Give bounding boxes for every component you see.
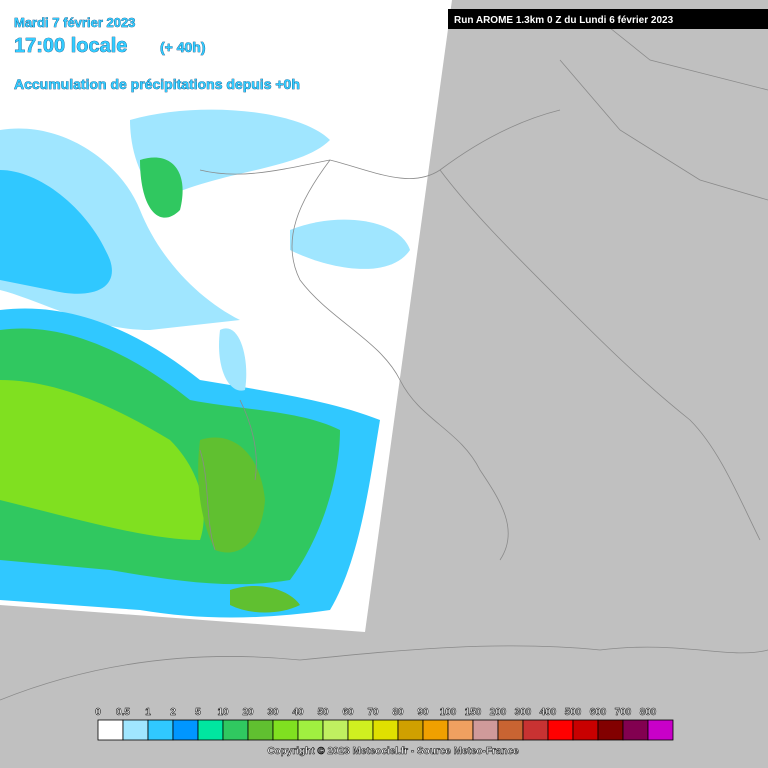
legend-label: 60	[342, 707, 354, 718]
legend: 0 0.5 1 2 5 10 20 30 40 50 60 70 80 90 100 150 200 300 400…	[95, 707, 674, 741]
legend-swatch	[422, 719, 449, 741]
legend-label: 0	[95, 707, 101, 718]
legend-swatch	[572, 719, 599, 741]
legend-label: 2	[170, 707, 176, 718]
run-info: Run AROME 1.3km 0 Z du Lundi 6 février 2…	[454, 15, 674, 26]
legend-label: 1	[145, 707, 151, 718]
legend-label: 200	[490, 707, 507, 718]
legend-swatch	[597, 719, 624, 741]
legend-swatch	[447, 719, 474, 741]
legend-swatch	[97, 719, 124, 741]
legend-swatch	[347, 719, 374, 741]
run-info-bar	[448, 9, 768, 29]
legend-label: 10	[217, 707, 229, 718]
legend-label: 400	[540, 707, 557, 718]
legend-swatch	[372, 719, 399, 741]
legend-swatch	[172, 719, 199, 741]
subtitle: Accumulation de précipitations depuis +0…	[14, 76, 300, 92]
legend-swatch	[622, 719, 649, 741]
local-time: 17:00 locale	[14, 35, 127, 57]
forecast-offset: (+ 40h)	[160, 39, 206, 55]
legend-swatch	[247, 719, 274, 741]
legend-label: 700	[615, 707, 632, 718]
legend-label: 0.5	[116, 707, 130, 718]
legend-label: 80	[392, 707, 404, 718]
legend-swatch	[322, 719, 349, 741]
legend-swatch	[497, 719, 524, 741]
legend-label: 90	[417, 707, 429, 718]
legend-label: 300	[515, 707, 532, 718]
legend-swatch	[122, 719, 149, 741]
legend-label: 150	[465, 707, 482, 718]
legend-swatch	[472, 719, 499, 741]
legend-swatch	[222, 719, 249, 741]
legend-label: 500	[565, 707, 582, 718]
copyright: Copyright © 2023 Meteociel.fr - Source M…	[267, 746, 519, 757]
legend-label: 600	[590, 707, 607, 718]
legend-label: 70	[367, 707, 379, 718]
legend-label: 800	[640, 707, 657, 718]
legend-label: 20	[242, 707, 254, 718]
legend-swatch	[647, 719, 674, 741]
precipitation-field	[0, 109, 410, 618]
legend-swatch	[197, 719, 224, 741]
date: Mardi 7 février 2023	[14, 15, 135, 30]
legend-swatch	[522, 719, 549, 741]
legend-label: 30	[267, 707, 279, 718]
legend-swatch	[297, 719, 324, 741]
legend-swatch	[147, 719, 174, 741]
legend-swatch	[547, 719, 574, 741]
legend-label: 40	[292, 707, 304, 718]
legend-label: 5	[195, 707, 201, 718]
legend-label: 50	[317, 707, 329, 718]
legend-label: 100	[440, 707, 457, 718]
borders	[0, 19, 768, 701]
legend-swatch	[272, 719, 299, 741]
legend-swatch	[397, 719, 424, 741]
